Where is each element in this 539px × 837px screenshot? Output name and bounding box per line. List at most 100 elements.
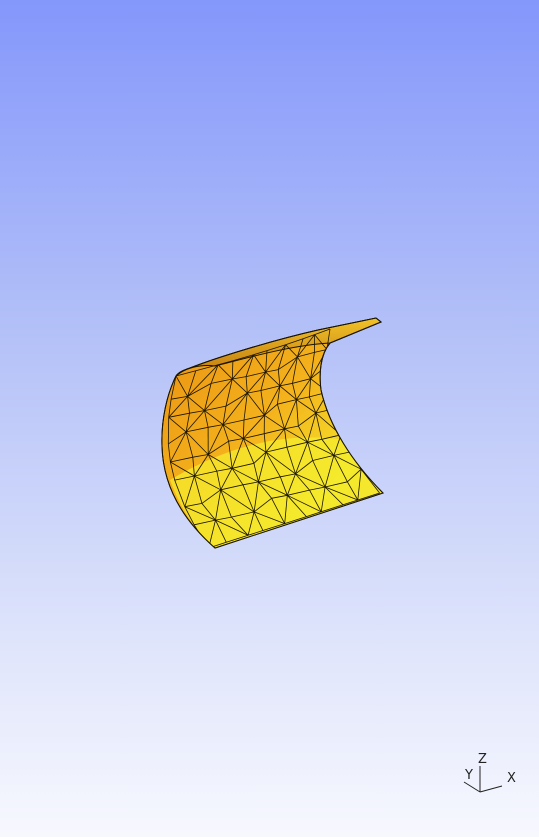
mesh-edge — [253, 350, 268, 356]
mesh-edge — [333, 451, 351, 456]
mesh-edge — [217, 364, 233, 380]
mesh-edge — [284, 428, 308, 443]
mesh-edge — [226, 534, 249, 543]
mesh-edge — [286, 447, 296, 475]
mesh-edge — [284, 399, 297, 429]
mesh-edge — [184, 503, 202, 508]
mesh-edge — [222, 424, 229, 442]
mesh-edge — [295, 473, 326, 488]
mesh-edge — [314, 334, 328, 350]
mesh-edge — [253, 511, 285, 524]
mesh-edge — [217, 360, 234, 366]
mesh-edge — [170, 456, 193, 463]
mesh-edge — [185, 413, 190, 432]
mesh-edge — [184, 506, 195, 525]
mesh-edge — [247, 511, 255, 536]
mesh-edge — [222, 406, 227, 425]
mesh-edge — [298, 412, 317, 427]
mesh-edge — [310, 352, 315, 379]
mesh-edge — [246, 392, 265, 416]
mesh-edge — [243, 393, 248, 421]
mesh-edge — [312, 455, 334, 461]
mesh-edge — [357, 492, 380, 501]
mesh-edge — [253, 497, 272, 513]
mesh-edge — [168, 399, 172, 418]
mesh-edge — [245, 354, 254, 377]
mesh-edge — [228, 438, 244, 442]
mesh-edge — [204, 405, 227, 411]
mesh-edge — [297, 338, 304, 358]
mesh-edge — [260, 390, 265, 416]
mesh-edge — [228, 441, 233, 469]
mesh-edge — [187, 396, 205, 411]
mesh-edge — [204, 410, 224, 425]
mesh-edge — [333, 455, 362, 470]
mesh-edge — [186, 426, 209, 433]
mesh-edge — [264, 414, 285, 430]
mesh-edge — [297, 356, 311, 379]
mesh-edge — [222, 419, 245, 425]
mesh-edge — [277, 344, 286, 370]
mesh-edge — [287, 494, 322, 513]
mesh-edge — [292, 383, 297, 400]
mesh-edge — [258, 481, 288, 496]
mesh-edge — [215, 489, 222, 521]
axes-lines — [463, 766, 503, 793]
mesh-edge — [231, 511, 255, 518]
mesh-edge — [231, 468, 244, 486]
mesh-edge — [295, 442, 308, 475]
mesh-edge — [187, 370, 197, 397]
mesh-edge — [265, 451, 296, 475]
mesh-edge — [242, 438, 255, 464]
mesh-edge — [260, 372, 266, 391]
axis-y-label: Y — [465, 768, 473, 783]
axis-z-label: Z — [478, 752, 487, 767]
mesh-edge — [265, 369, 279, 373]
mesh-edge — [277, 399, 297, 405]
mesh-edge — [231, 354, 254, 380]
mesh-edge — [175, 375, 188, 397]
mesh-edge — [194, 519, 216, 526]
mesh-edge — [265, 428, 285, 453]
mesh-edge — [215, 519, 227, 543]
mesh-edge — [321, 504, 344, 513]
mesh-edge — [175, 370, 196, 377]
mesh-edge — [262, 523, 285, 531]
mesh-edge — [253, 451, 267, 464]
mesh-edge — [321, 434, 342, 440]
mesh-edge — [309, 489, 322, 512]
mesh-edge — [357, 469, 362, 501]
mesh-edge — [296, 399, 299, 427]
mesh-edge — [327, 392, 332, 410]
axes-triad: Z Y X — [458, 752, 522, 802]
mesh-edge — [220, 484, 244, 491]
mesh-edge — [307, 438, 322, 443]
mesh-edge — [253, 463, 259, 482]
mesh-edge — [247, 390, 261, 394]
mesh-edge — [284, 516, 307, 524]
mesh-edge — [187, 364, 219, 397]
mesh-edge — [232, 462, 254, 469]
mesh-edge — [246, 371, 266, 394]
mesh-edge — [231, 516, 249, 536]
mesh-edge — [194, 475, 203, 504]
mesh-edge — [307, 412, 317, 443]
mesh-edge — [314, 328, 331, 335]
mesh-edge — [263, 433, 267, 453]
mesh-edge — [204, 410, 209, 428]
mesh-edge — [308, 378, 311, 397]
mesh-edge — [325, 366, 329, 393]
mesh-edge — [342, 499, 358, 506]
mesh-edge — [243, 433, 265, 439]
mesh-edge — [292, 378, 311, 384]
mesh-edge — [284, 425, 299, 430]
mesh-edge — [185, 431, 194, 458]
mesh-edge — [302, 334, 315, 340]
mesh-edge — [170, 461, 176, 481]
mesh-edge — [258, 476, 281, 483]
mesh-edge — [325, 349, 328, 367]
mesh-edge — [297, 352, 315, 358]
mesh-edge — [243, 438, 267, 453]
